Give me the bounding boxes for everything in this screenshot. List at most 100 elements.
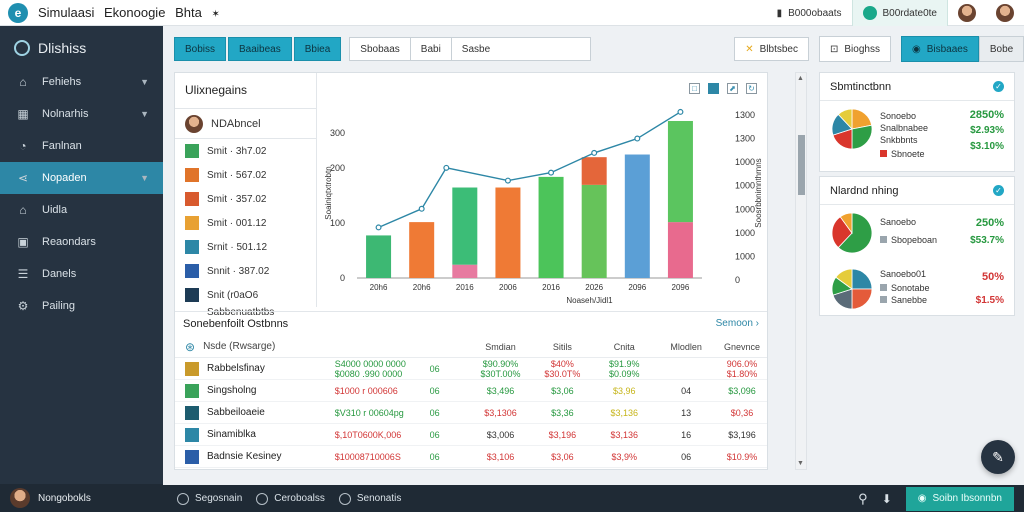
list-panel: Ulixnegains NDAbncel Smit · 3h7.02 Smit ·… xyxy=(175,73,317,318)
table-row[interactable]: Sinamiblka $,10T0600K,006 06 $3,006 $3,196 $3… xyxy=(175,424,767,446)
compose-fab[interactable]: ✎ xyxy=(981,440,1015,474)
chevron-down-icon[interactable]: ▼ xyxy=(140,77,149,87)
row-code: 06 xyxy=(429,407,440,418)
row-col-2-line1: $3,196 xyxy=(548,429,577,440)
list-item[interactable]: Snit (r0aO6 xyxy=(175,283,316,307)
bar xyxy=(624,154,650,278)
app-name: Simulaasi xyxy=(38,5,95,20)
table-search[interactable]: ⊛ Nsde (Rwsarge) xyxy=(185,340,335,354)
user-avatar-chip-2[interactable] xyxy=(986,0,1024,26)
check-icon[interactable]: ✓ xyxy=(993,185,1004,196)
y-axis-label-left: Soainiqtxtrobtn xyxy=(324,166,333,219)
col-header-5[interactable]: Gnevnce xyxy=(724,341,761,352)
sidebar-item-7[interactable]: ⚙ Pailing xyxy=(0,290,163,322)
chart-type-icon[interactable] xyxy=(708,83,719,94)
breakdown-pie-row-2: Sanoebo01 Sonotabe Sanebbe 50% $1.5% xyxy=(820,261,1014,317)
tab-3[interactable]: Bbiea xyxy=(293,37,342,61)
scroll-up-icon[interactable]: ▲ xyxy=(797,75,804,82)
refresh-icon[interactable]: ↻ xyxy=(746,83,757,94)
list-item[interactable]: Srnit · 501.12 xyxy=(175,235,316,259)
row-col-2: $3,196 xyxy=(531,430,593,440)
expand-icon[interactable]: □ xyxy=(689,83,700,94)
scrollbar-thumb[interactable] xyxy=(798,135,805,195)
bottom-right: ⚲ ⬇ ◉ Soibn Ibsonnbn xyxy=(858,485,1024,512)
table-row[interactable]: Rabbelsfinay S4000 0000 0000 $0080 .990 00… xyxy=(175,358,767,380)
chevron-down-icon[interactable]: ▼ xyxy=(140,109,149,119)
sidebar-user-name: Nongobokls xyxy=(38,492,91,504)
row-col-5: $0,36 xyxy=(717,408,767,418)
line-point xyxy=(591,149,598,156)
list-header[interactable]: NDAbncel xyxy=(175,109,316,139)
filter-3[interactable]: Sasbe xyxy=(450,37,591,61)
check-icon[interactable]: ✓ xyxy=(993,81,1004,92)
row-col-5-line1: $3,196 xyxy=(728,429,756,440)
list-item-label: Snit (r0aO6 xyxy=(207,289,259,301)
sidebar-item-4[interactable]: ⌂ Uidla xyxy=(0,194,163,226)
sidebar-user[interactable]: Nongobokls xyxy=(0,484,163,512)
row-col-1: $3,006 xyxy=(470,430,532,440)
list-item[interactable]: Smit · 357.02 xyxy=(175,187,316,211)
sidebar-item-1[interactable]: ▦ Nolnarhis ▼ xyxy=(0,98,163,130)
y-tick-label-right: 1000 xyxy=(735,251,755,261)
tab-2[interactable]: Baaibeas xyxy=(228,37,292,61)
col-header-3[interactable]: Cnita xyxy=(613,341,635,352)
scroll-down-icon[interactable]: ▼ xyxy=(797,460,804,467)
bottom-item-3[interactable]: Senonatis xyxy=(338,492,402,505)
thumbnail-icon xyxy=(185,264,199,278)
thumbnail-icon xyxy=(185,168,199,182)
app-subtitle: Ekonoogie xyxy=(103,5,166,20)
line-point xyxy=(548,169,555,176)
filter-2[interactable]: Babi xyxy=(409,37,452,61)
bar xyxy=(366,235,392,278)
sidebar-brand[interactable]: Dlishiss xyxy=(0,26,163,66)
download-icon[interactable]: ⬇ xyxy=(881,491,892,506)
sidebar-item-label: Uidla xyxy=(42,204,68,216)
chart-area: □ ⬈ ↻ 300 200 100 0 1300 1300 1000 1000 1000 1000… xyxy=(317,73,767,307)
chevron-down-icon[interactable]: ▼ xyxy=(140,173,149,183)
sidebar-item-2[interactable]: ◔ Fanlnan xyxy=(0,130,163,162)
sidebar-item-3[interactable]: ⋖ Nopaden ▼ xyxy=(0,162,163,194)
list-item[interactable]: Snnit · 387.02 xyxy=(175,259,316,283)
toolbar-right-action[interactable]: ✕ Blbtsbec xyxy=(734,37,809,61)
status-chip[interactable]: ▮ B000obaats xyxy=(767,0,852,26)
sidebar-item-6[interactable]: ☰ Danels xyxy=(0,258,163,290)
col-header-1[interactable]: Smdian xyxy=(485,341,516,352)
bottom-item-1[interactable]: Segosnain xyxy=(177,492,242,505)
tab-1[interactable]: Bobiss xyxy=(174,37,227,61)
active-chip[interactable]: B00rdate0te xyxy=(851,0,948,26)
line-point xyxy=(677,108,684,115)
list-item[interactable]: Smit · 3h7.02 xyxy=(175,139,316,163)
row-code: 06 xyxy=(429,429,440,440)
right-secondary-button[interactable]: Bobe xyxy=(978,36,1024,62)
table-row[interactable]: Sabbeiloaeie $V310 r 00604pg 06 $3,1306 $3,3… xyxy=(175,402,767,424)
right-search-button[interactable]: ⊡ Bioghss xyxy=(819,36,891,62)
main-scrollbar[interactable]: ▲ ▼ xyxy=(795,72,807,470)
list-item[interactable]: Smit · 001.12 xyxy=(175,211,316,235)
sidebar-item-label: Reaondars xyxy=(42,236,96,248)
bottom-item-2[interactable]: Ceroboalss xyxy=(256,492,325,505)
col-header-4[interactable]: Mlodlen xyxy=(670,341,702,352)
col-header-2[interactable]: Sitils xyxy=(552,341,572,352)
bottom-cta-button[interactable]: ◉ Soibn Ibsonnbn xyxy=(905,486,1014,511)
list-footer: Sabbenuatbtbs xyxy=(207,307,275,318)
sidebar-item-0[interactable]: ⌂ Fehiehs ▼ xyxy=(0,66,163,98)
user-avatar-chip[interactable] xyxy=(948,0,986,26)
app-logo-icon[interactable]: e xyxy=(8,2,28,23)
right-primary-button[interactable]: ◉ Bisbaaes xyxy=(900,36,979,62)
share-icon[interactable]: ⬈ xyxy=(727,83,738,94)
table-row[interactable]: Singsholng $1000 r 000606 06 $3,496 $3,06 $3,… xyxy=(175,380,767,402)
search-icon[interactable]: ⚲ xyxy=(858,490,868,506)
pin-icon[interactable]: ✶ xyxy=(211,9,220,20)
bottom-item-3-label: Senonatis xyxy=(356,493,402,504)
filter-1[interactable]: Sbobaas xyxy=(349,37,411,61)
table-row[interactable]: Badnsie Kesiney $10008710006S 06 $3,106 $3,0… xyxy=(175,446,767,468)
y-tick-label-left: 300 xyxy=(330,128,345,138)
bar xyxy=(452,187,478,265)
row-name: Sabbeiloaeie xyxy=(207,407,265,418)
row-name-cell: Sabbeiloaeie xyxy=(185,405,335,420)
pie-label-2: Snalbnabee xyxy=(880,123,929,133)
list-item[interactable]: Smit · 567.02 xyxy=(175,163,316,187)
sidebar-item-5[interactable]: ▣ Reaondars xyxy=(0,226,163,258)
table-link[interactable]: Semoon › xyxy=(715,318,759,329)
status-text: B000obaats xyxy=(788,7,842,19)
